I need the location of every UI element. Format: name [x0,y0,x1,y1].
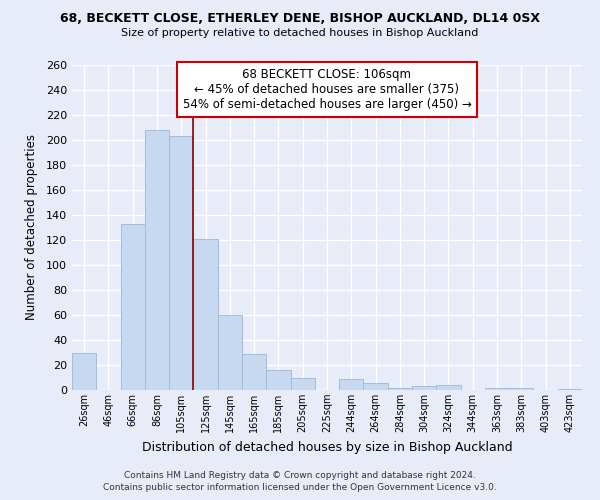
Bar [169,136,193,390]
Y-axis label: Number of detached properties: Number of detached properties [25,134,38,320]
Bar [485,388,509,390]
Bar [72,352,96,390]
Text: Size of property relative to detached houses in Bishop Auckland: Size of property relative to detached ho… [121,28,479,38]
Bar [558,389,582,390]
Bar [412,386,436,390]
Bar [193,239,218,390]
Bar [388,388,412,390]
Text: Contains public sector information licensed under the Open Government Licence v3: Contains public sector information licen… [103,484,497,492]
Bar [436,385,461,390]
Bar [364,382,388,390]
Bar [509,388,533,390]
Text: 68 BECKETT CLOSE: 106sqm
← 45% of detached houses are smaller (375)
54% of semi-: 68 BECKETT CLOSE: 106sqm ← 45% of detach… [182,68,472,112]
Bar [339,379,364,390]
Text: 68, BECKETT CLOSE, ETHERLEY DENE, BISHOP AUCKLAND, DL14 0SX: 68, BECKETT CLOSE, ETHERLEY DENE, BISHOP… [60,12,540,26]
Bar [121,224,145,390]
X-axis label: Distribution of detached houses by size in Bishop Auckland: Distribution of detached houses by size … [142,440,512,454]
Text: Contains HM Land Registry data © Crown copyright and database right 2024.: Contains HM Land Registry data © Crown c… [124,471,476,480]
Bar [145,130,169,390]
Bar [266,370,290,390]
Bar [218,315,242,390]
Bar [290,378,315,390]
Bar [242,354,266,390]
